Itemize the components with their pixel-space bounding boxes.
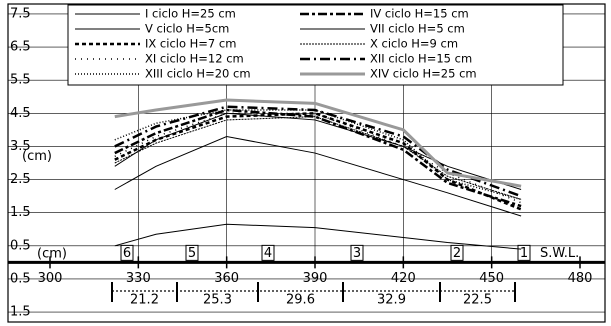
legend-label: XIV ciclo H=25 cm (370, 67, 477, 81)
legend-label: X ciclo H=9 cm (370, 37, 458, 51)
data-line (114, 116, 522, 200)
y-tick-label: 4.5 (10, 106, 31, 121)
data-line (114, 109, 522, 201)
section-box (185, 244, 199, 261)
y-tick-label: 1.5 (10, 305, 31, 320)
y-tick-label: 2.5 (10, 172, 31, 187)
legend-label: XI ciclo H=12 cm (145, 52, 244, 66)
section-box (350, 244, 364, 261)
legend-label: IX ciclo H=7 cm (145, 37, 236, 51)
y-tick-label: 6.5 (10, 40, 31, 55)
section-label: 2 (453, 246, 461, 261)
x-tick-label: 390 (303, 271, 328, 286)
section-box (261, 244, 275, 261)
section-length: 29.6 (286, 293, 315, 308)
section-length: 21.2 (130, 293, 159, 308)
x-tick-label: 300 (38, 271, 63, 286)
section-label: 3 (353, 246, 361, 261)
section-box (120, 244, 134, 261)
y-tick-label: 0.5 (10, 271, 31, 286)
x-tick-label: 360 (214, 271, 239, 286)
y-tick-label: 7.5 (10, 6, 31, 21)
data-line (114, 112, 522, 190)
section-length: 32.9 (377, 293, 406, 308)
swl-label: S.W.L. (540, 246, 579, 261)
section-label: 4 (264, 246, 272, 261)
section-length: 25.3 (203, 293, 232, 308)
y-tick-label: 0.5 (10, 238, 31, 253)
section-label: 1 (520, 246, 528, 261)
section-label: 6 (123, 246, 131, 261)
x-tick-label: 330 (126, 271, 151, 286)
section-label: 5 (188, 246, 196, 261)
x-tick-label: 480 (568, 271, 593, 286)
legend-label: XIII ciclo H=20 cm (145, 67, 251, 81)
x-tick-label: 420 (391, 271, 416, 286)
legend-label: XII ciclo H=15 cm (370, 52, 472, 66)
legend-label: V ciclo H=5cm (145, 22, 229, 36)
legend-label: VII ciclo H=5 cm (370, 22, 465, 36)
data-line (114, 105, 522, 198)
y-tick-label: 1.5 (10, 205, 31, 220)
y-axis-label: (cm) (37, 247, 67, 262)
legend-label: I ciclo H=25 cm (145, 7, 236, 21)
y-tick-label: 3.5 (10, 139, 31, 154)
legend-label: IV ciclo H=15 cm (370, 7, 469, 21)
section-box (450, 244, 464, 261)
data-line (114, 98, 522, 188)
data-line (114, 223, 522, 250)
data-line (114, 135, 522, 217)
legend-box (67, 4, 564, 86)
x-tick-label: 450 (479, 271, 504, 286)
y-tick-label: 5.5 (10, 73, 31, 88)
y-axis-label: (cm) (22, 149, 52, 164)
section-length: 22.5 (463, 293, 492, 308)
plot-frame (7, 3, 606, 323)
